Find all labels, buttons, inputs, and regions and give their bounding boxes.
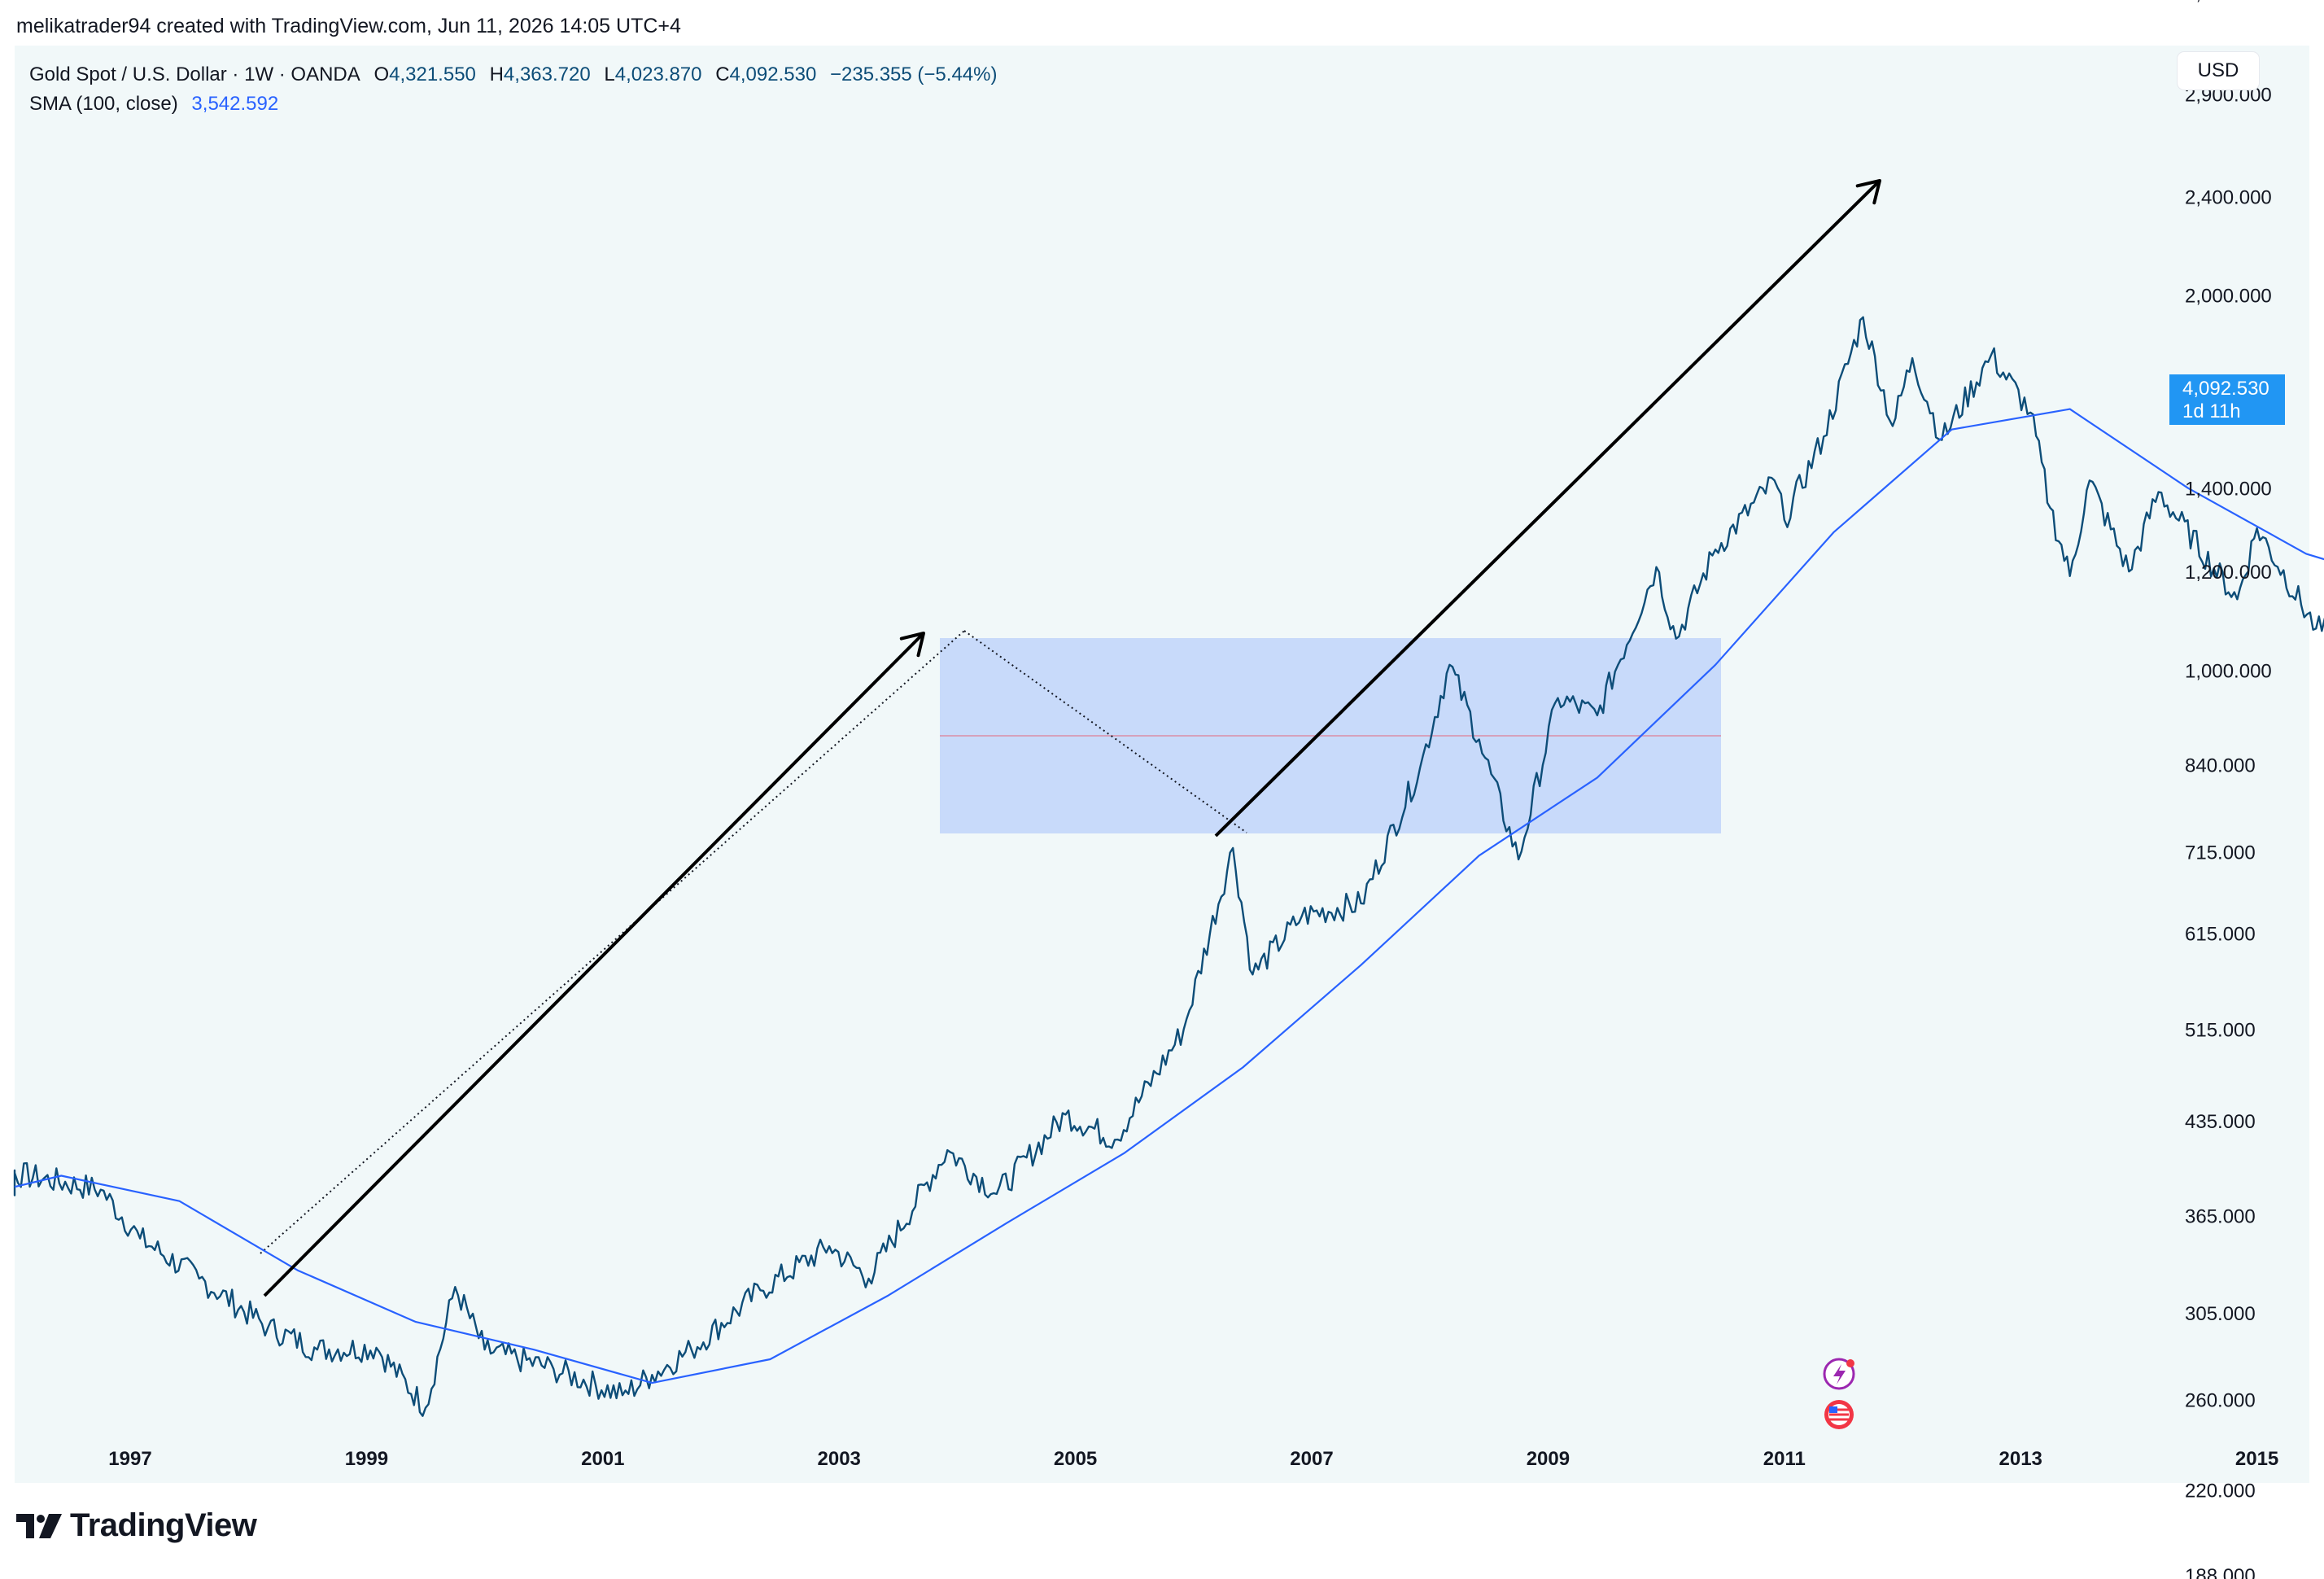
currency-button[interactable]: USD (2178, 52, 2259, 90)
chart-credit: melikatrader94 created with TradingView.… (16, 15, 681, 37)
price-series-line (13, 316, 2324, 1417)
y-tick-label: 3,500.000 (2185, 0, 2272, 4)
legend-open: 4,321.550 (389, 63, 476, 85)
x-tick-label: 2001 (581, 1448, 624, 1470)
legend-close: 4,092.530 (729, 63, 817, 85)
legend-sma-value: 3,542.592 (191, 93, 279, 115)
y-tick-label: 840.000 (2185, 755, 2256, 776)
tradingview-logo[interactable]: TradingView (16, 1507, 257, 1544)
legend-close-label: C (715, 63, 730, 85)
legend-open-label: O (374, 63, 390, 85)
y-tick-label: 1,400.000 (2185, 479, 2272, 501)
legend-high-label: H (489, 63, 504, 85)
y-tick-label: 365.000 (2185, 1206, 2256, 1228)
x-tick-label: 2011 (1763, 1448, 1806, 1470)
legend-low: 4,023.870 (614, 63, 702, 85)
tradingview-logo-text: TradingView (70, 1507, 257, 1543)
x-tick-label: 2013 (1999, 1448, 2042, 1470)
y-tick-label: 305.000 (2185, 1303, 2256, 1325)
last-price-tag: 4,092.530 1d 11h (2169, 374, 2285, 425)
trendline-dotted-2 (963, 630, 1247, 833)
trend-arrow-2-head (1855, 179, 1881, 205)
legend-sma-label[interactable]: SMA (100, close) (29, 93, 178, 115)
trend-arrow-1-head (899, 632, 925, 658)
sma-series-line (14, 408, 2324, 1384)
y-tick-label: 2,400.000 (2185, 186, 2272, 208)
event-dot-icon (1846, 1359, 1854, 1367)
x-tick-label: 1997 (108, 1448, 151, 1470)
legend-symbol[interactable]: Gold Spot / U.S. Dollar · 1W · OANDA (29, 63, 360, 85)
x-tick-label: 1999 (345, 1448, 388, 1470)
y-tick-label: 715.000 (2185, 842, 2256, 864)
y-tick-label: 435.000 (2185, 1111, 2256, 1133)
legend-low-label: L (604, 63, 615, 85)
legend-main-row: Gold Spot / U.S. Dollar · 1W · OANDA O4,… (29, 60, 1005, 90)
last-price-value: 4,092.530 (2182, 378, 2269, 400)
flag-icon-canton (1829, 1406, 1837, 1413)
y-tick-label: 188.000 (2185, 1565, 2256, 1579)
tradingview-logo-icon (16, 1513, 62, 1538)
x-tick-label: 2007 (1290, 1448, 1333, 1470)
consolidation-box (940, 638, 1721, 833)
y-tick-label: 515.000 (2185, 1020, 2256, 1042)
y-tick-label: 1,000.000 (2185, 660, 2272, 682)
y-tick-label: 2,000.000 (2185, 286, 2272, 308)
bar-countdown: 1d 11h (2182, 400, 2241, 422)
trendline-dotted-1 (260, 630, 965, 1254)
y-tick-label: 615.000 (2185, 924, 2256, 946)
chart-pane[interactable] (15, 46, 2309, 1483)
trend-arrow-1 (263, 632, 925, 1297)
x-tick-label: 2003 (818, 1448, 861, 1470)
x-tick-label: 2009 (1527, 1448, 1570, 1470)
y-tick-label: 1,200.000 (2185, 562, 2272, 584)
legend-sma-row: SMA (100, close) 3,542.592 (29, 90, 1005, 119)
legend-change: −235.355 (−5.44%) (829, 63, 998, 85)
y-tick-label: 220.000 (2185, 1480, 2256, 1502)
chart-legend: Gold Spot / U.S. Dollar · 1W · OANDA O4,… (29, 60, 1005, 119)
x-tick-label: 2005 (1054, 1448, 1097, 1470)
y-tick-label: 260.000 (2185, 1389, 2256, 1411)
lightning-bolt-icon (1833, 1364, 1846, 1384)
legend-high: 4,363.720 (503, 63, 591, 85)
trend-arrow-2 (1214, 179, 1881, 838)
x-tick-label: 2015 (2235, 1448, 2278, 1470)
